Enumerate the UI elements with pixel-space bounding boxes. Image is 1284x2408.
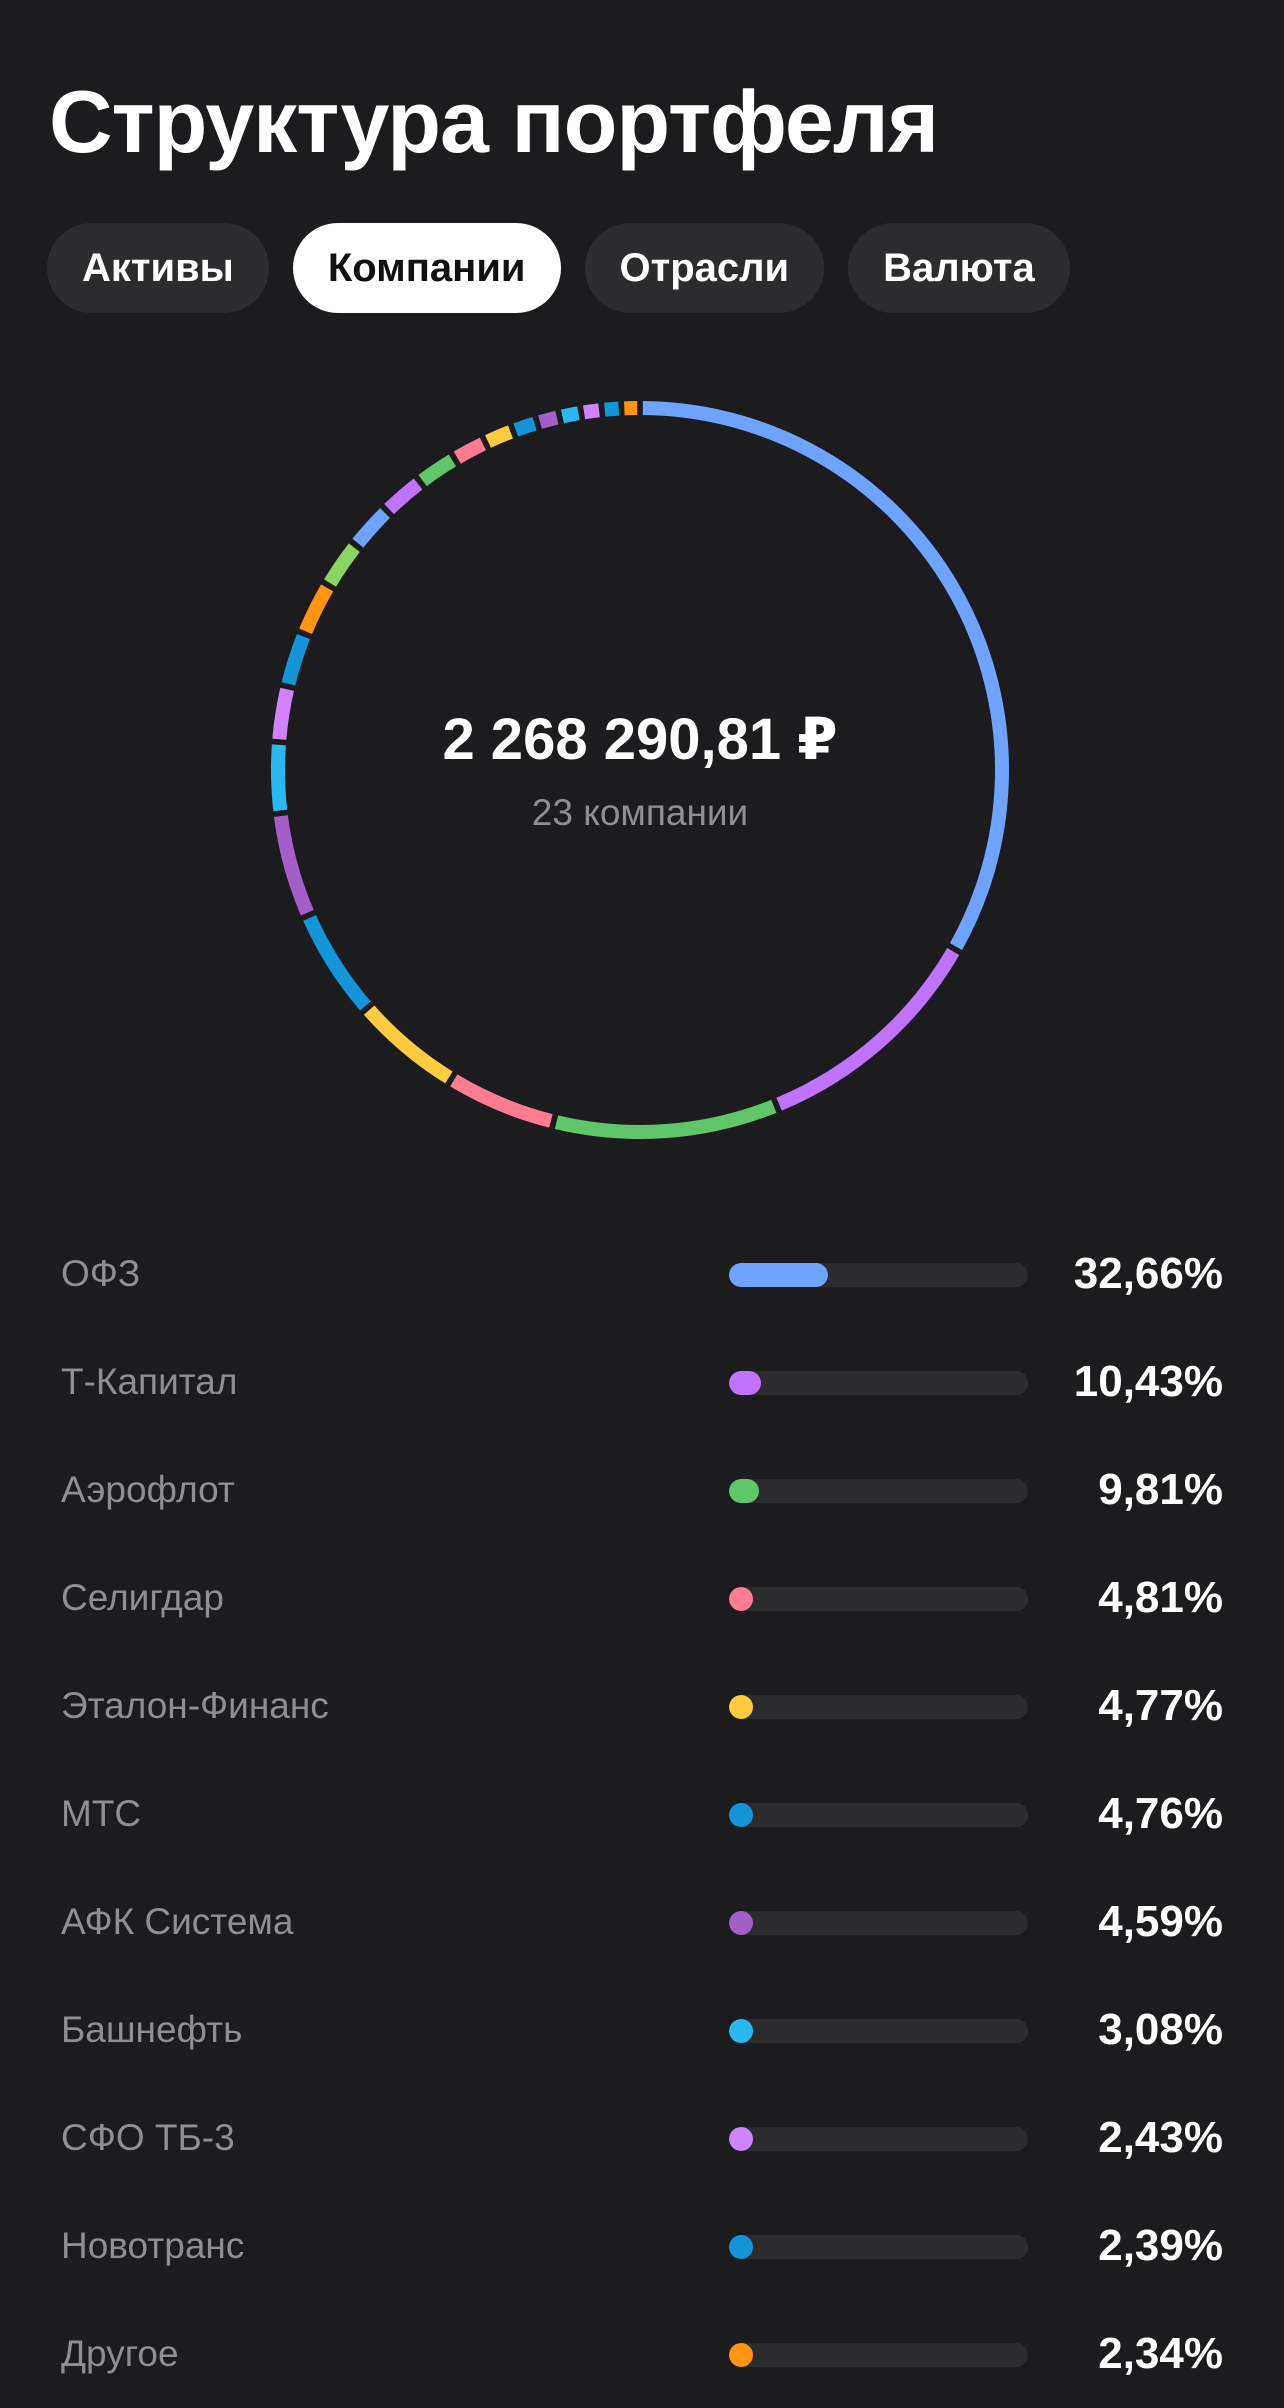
list-item[interactable]: ОФЗ 32,66% [0,1220,1284,1328]
company-percent: 3,08% [1098,1976,1223,2084]
company-name: Башнефть [61,1976,242,2084]
share-bar-fill [729,1695,753,1719]
share-bar [729,1911,1028,1935]
tab-assets[interactable]: Активы [47,223,269,313]
donut-center: 2 268 290,81 ₽ 23 компании [260,390,1020,1150]
share-bar-fill [729,1911,753,1935]
company-percent: 2,34% [1098,2300,1223,2408]
page-title: Структура портфеля [49,66,938,178]
company-count: 23 компании [532,791,748,835]
company-percent: 4,59% [1098,1868,1223,1976]
share-bar [729,1587,1028,1611]
company-percent: 4,77% [1098,1652,1223,1760]
company-name: Эталон-Финанс [61,1652,329,1760]
tab-currency[interactable]: Валюта [848,223,1070,313]
share-bar-fill [729,1803,753,1827]
company-percent: 32,66% [1074,1220,1223,1328]
share-bar-fill [729,2127,753,2151]
list-item[interactable]: СФО ТБ-3 2,43% [0,2084,1284,2192]
company-name: Новотранс [61,2192,244,2300]
company-percent: 2,43% [1098,2084,1223,2192]
share-bar [729,1803,1028,1827]
share-bar [729,1479,1028,1503]
company-percent: 4,76% [1098,1760,1223,1868]
donut-chart: 2 268 290,81 ₽ 23 компании [260,390,1020,1150]
company-name: Другое [61,2300,179,2408]
company-name: МТС [61,1760,141,1868]
share-bar [729,2343,1028,2367]
share-bar [729,1371,1028,1395]
share-bar [729,2127,1028,2151]
list-item[interactable]: Новотранс 2,39% [0,2192,1284,2300]
portfolio-total-value: 2 268 290,81 ₽ [442,705,837,775]
share-bar-fill [729,1263,828,1287]
list-item[interactable]: Селигдар 4,81% [0,1544,1284,1652]
company-name: Аэрофлот [61,1436,235,1544]
list-item[interactable]: Другое 2,34% [0,2300,1284,2408]
company-percent: 9,81% [1098,1436,1223,1544]
list-item[interactable]: Башнефть 3,08% [0,1976,1284,2084]
company-list: ОФЗ 32,66% Т-Капитал 10,43% Аэрофлот 9,8… [0,1220,1284,2408]
company-percent: 4,81% [1098,1544,1223,1652]
share-bar-fill [729,2343,753,2367]
list-item[interactable]: Эталон-Финанс 4,77% [0,1652,1284,1760]
share-bar-fill [729,1371,761,1395]
company-name: ОФЗ [61,1220,140,1328]
share-bar [729,2235,1028,2259]
company-name: Т-Капитал [61,1328,237,1436]
share-bar [729,1695,1028,1719]
company-percent: 10,43% [1074,1328,1223,1436]
company-percent: 2,39% [1098,2192,1223,2300]
list-item[interactable]: АФК Система 4,59% [0,1868,1284,1976]
company-name: Селигдар [61,1544,224,1652]
share-bar-fill [729,1587,753,1611]
tab-companies[interactable]: Компании [293,223,561,313]
company-name: АФК Система [61,1868,293,1976]
tab-bar: Активы Компании Отрасли Валюта [47,223,1070,313]
company-name: СФО ТБ-3 [61,2084,235,2192]
share-bar-fill [729,2019,753,2043]
list-item[interactable]: Т-Капитал 10,43% [0,1328,1284,1436]
list-item[interactable]: МТС 4,76% [0,1760,1284,1868]
share-bar-fill [729,2235,753,2259]
share-bar [729,1263,1028,1287]
share-bar [729,2019,1028,2043]
tab-sectors[interactable]: Отрасли [585,223,825,313]
list-item[interactable]: Аэрофлот 9,81% [0,1436,1284,1544]
share-bar-fill [729,1479,759,1503]
